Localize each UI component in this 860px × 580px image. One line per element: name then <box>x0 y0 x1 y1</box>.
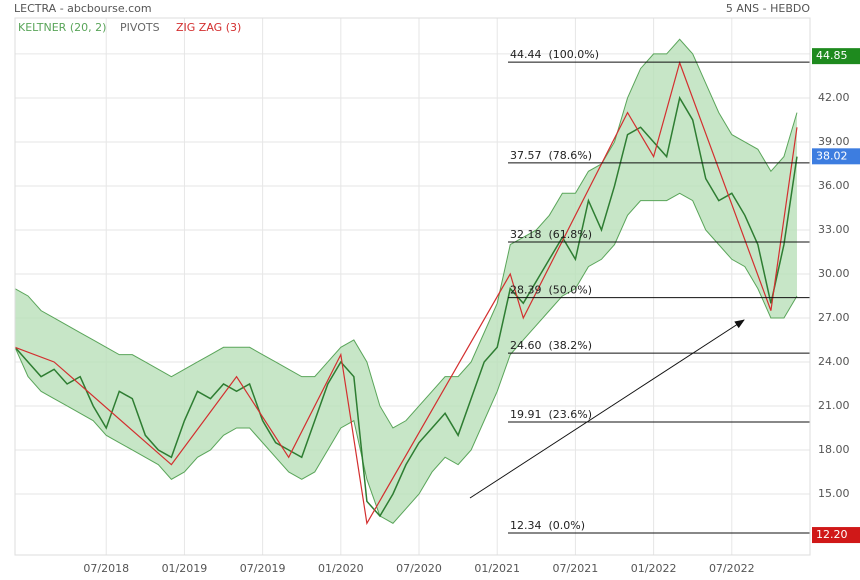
keltner-band <box>15 39 797 524</box>
y-tick-label: 30.00 <box>818 267 850 280</box>
price-badge <box>812 48 860 65</box>
y-tick-label: 39.00 <box>818 135 850 148</box>
pivot-label: 24.60 (38.2%) <box>510 339 592 352</box>
x-tick-label: 07/2022 <box>709 562 755 575</box>
pivot-label: 19.91 (23.6%) <box>510 408 592 421</box>
y-tick-label: 24.00 <box>818 355 850 368</box>
plot-frame <box>14 17 811 556</box>
legend-zigzag: ZIG ZAG (3) <box>176 21 241 34</box>
keltner-upper <box>14 38 798 429</box>
y-tick-label: 27.00 <box>818 311 850 324</box>
y-tick-label: 18.00 <box>818 443 850 456</box>
y-tick-label: 42.00 <box>818 91 850 104</box>
price-badge-label: 44.85 <box>816 49 848 62</box>
x-tick-label: 07/2018 <box>83 562 129 575</box>
price-badge-label: 38.02 <box>816 149 848 162</box>
x-tick-label: 01/2022 <box>631 562 677 575</box>
y-tick-label: 33.00 <box>818 223 850 236</box>
price-badge <box>812 527 860 544</box>
legend-keltner: KELTNER (20, 2) <box>18 21 106 34</box>
annotation-arrow <box>469 319 745 499</box>
y-tick-label: 21.00 <box>818 399 850 412</box>
pivot-label: 37.57 (78.6%) <box>510 149 592 162</box>
pivot-label: 44.44 (100.0%) <box>510 48 599 61</box>
pivot-label: 32.18 (61.8%) <box>510 228 592 241</box>
zigzag-line <box>14 60 798 526</box>
pivot-label: 28.39 (50.0%) <box>510 284 592 297</box>
y-tick-label: 15.00 <box>818 487 850 500</box>
x-tick-label: 01/2019 <box>162 562 208 575</box>
chart-title: LECTRA - abcbourse.com <box>14 2 152 15</box>
x-tick-label: 07/2021 <box>553 562 599 575</box>
price-badge-label: 12.20 <box>816 528 848 541</box>
keltner-lower <box>14 192 798 524</box>
x-tick-label: 07/2019 <box>240 562 286 575</box>
y-tick-label: 36.00 <box>818 179 850 192</box>
x-tick-label: 01/2021 <box>474 562 520 575</box>
x-tick-label: 07/2020 <box>396 562 442 575</box>
pivot-label: 12.34 (0.0%) <box>510 519 585 532</box>
price-line <box>14 95 798 518</box>
chart-subtitle: 5 ANS - HEBDO <box>726 2 810 15</box>
legend-pivots: PIVOTS <box>120 21 160 34</box>
x-tick-label: 01/2020 <box>318 562 364 575</box>
price-badge <box>812 148 860 165</box>
